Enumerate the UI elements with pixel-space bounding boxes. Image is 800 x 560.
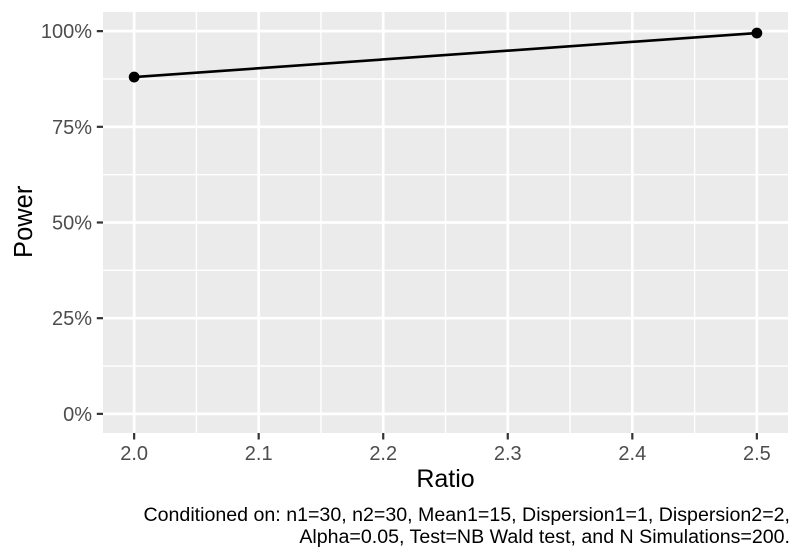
svg-text:50%: 50% bbox=[52, 213, 92, 235]
svg-text:Power: Power bbox=[10, 185, 38, 258]
svg-text:75%: 75% bbox=[52, 117, 92, 139]
svg-text:2.5: 2.5 bbox=[743, 443, 771, 465]
svg-text:Alpha=0.05, Test=NB Wald test,: Alpha=0.05, Test=NB Wald test, and N Sim… bbox=[299, 526, 790, 548]
svg-text:25%: 25% bbox=[52, 308, 92, 330]
svg-text:Conditioned on: n1=30, n2=30,: Conditioned on: n1=30, n2=30, Mean1=15, … bbox=[143, 504, 790, 526]
svg-text:2.4: 2.4 bbox=[618, 443, 646, 465]
svg-text:0%: 0% bbox=[63, 404, 92, 426]
svg-text:2.1: 2.1 bbox=[245, 443, 273, 465]
svg-text:Ratio: Ratio bbox=[416, 465, 474, 493]
svg-text:2.0: 2.0 bbox=[120, 443, 148, 465]
svg-text:100%: 100% bbox=[41, 21, 92, 43]
svg-text:2.2: 2.2 bbox=[369, 443, 397, 465]
svg-text:2.3: 2.3 bbox=[494, 443, 522, 465]
